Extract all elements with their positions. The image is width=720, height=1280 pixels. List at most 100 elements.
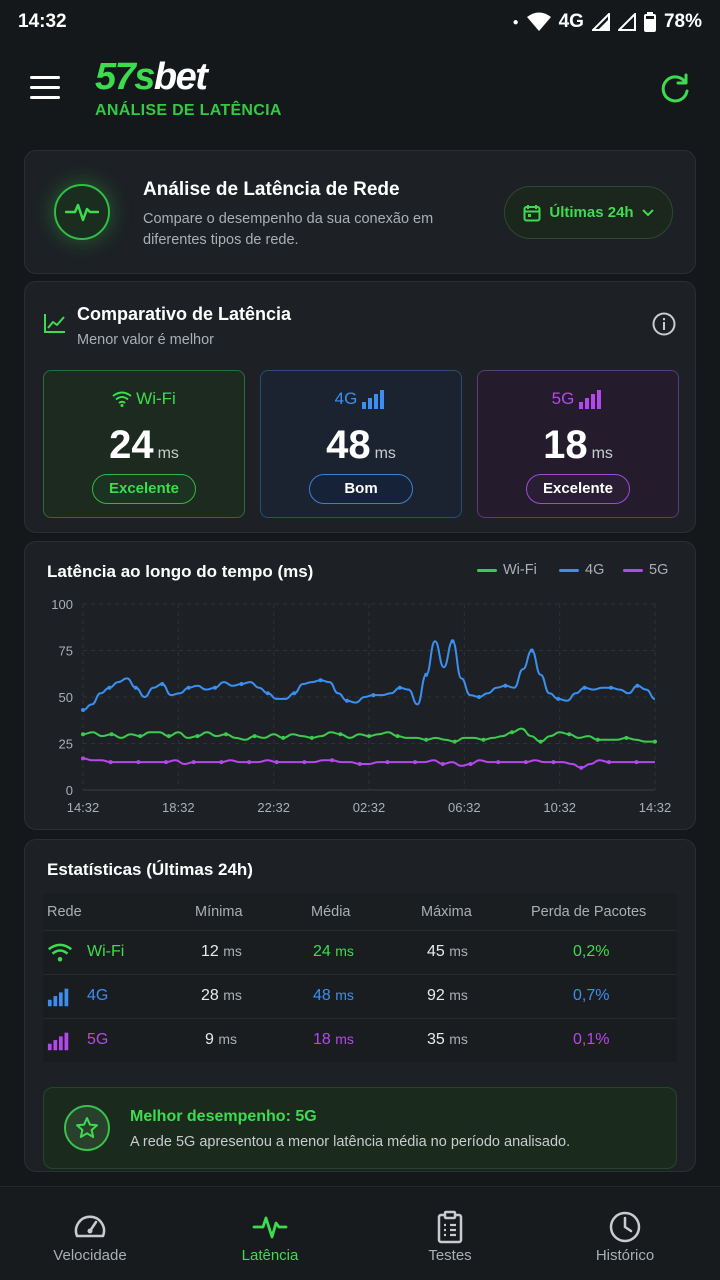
data-point: [523, 760, 528, 765]
data-point: [357, 762, 362, 766]
latency-value: 48: [326, 423, 371, 467]
data-point: [186, 685, 191, 690]
4g-latency-card[interactable]: 4G 48 ms Bom: [260, 370, 462, 518]
series-line-4g: [82, 640, 656, 711]
comparison-title: Comparativo de Latência: [77, 304, 292, 324]
5g-latency-card[interactable]: 5G 18 ms Excelente: [477, 370, 679, 518]
clipboard-icon: [437, 1210, 463, 1244]
nav-latencia[interactable]: Latência: [180, 1187, 360, 1280]
battery-icon: [643, 12, 656, 32]
pulse-icon: [252, 1216, 288, 1239]
best-description: A rede 5G apresentou a menor latência mé…: [130, 1134, 571, 1150]
loss-value: 0,2%: [573, 943, 610, 960]
menu-icon[interactable]: [30, 76, 62, 100]
data-point: [338, 732, 343, 737]
intro-description: Compare o desempenho da sua conexão em d…: [143, 211, 434, 248]
data-point: [503, 683, 508, 688]
table-row[interactable]: 4G 28 ms 48 ms 92 ms 0,7%: [43, 974, 677, 1018]
data-point: [224, 732, 228, 737]
data-point: [81, 756, 85, 761]
data-point: [529, 648, 534, 653]
battery-percent: 78%: [663, 11, 702, 32]
notification-dot-icon: ●: [512, 16, 519, 28]
nav-velocidade[interactable]: Velocidade: [0, 1187, 180, 1280]
data-point: [191, 760, 196, 765]
data-point: [424, 737, 429, 742]
data-point: [81, 732, 85, 737]
bottom-navigation: Velocidade Latência Testes Histórico: [0, 1186, 720, 1280]
legend-swatch: [559, 568, 579, 572]
nav-testes[interactable]: Testes: [360, 1187, 540, 1280]
data-point: [81, 708, 85, 712]
wifi-status-icon: [526, 12, 551, 31]
network-name: 5G: [87, 1031, 109, 1048]
intro-card: Análise de Latência de Rede Compare o de…: [24, 150, 696, 274]
page-subtitle: ANÁLISE DE LATÊNCIA: [95, 102, 282, 119]
info-icon[interactable]: [652, 312, 676, 336]
data-point: [606, 760, 611, 765]
data-point: [481, 737, 486, 742]
legend-wifi: Wi-Fi: [477, 562, 537, 578]
wifi-icon: [112, 391, 132, 407]
min-value: 12: [201, 943, 219, 960]
data-point: [634, 760, 639, 765]
series-line-5g: [82, 757, 655, 769]
legend-5g: 5G: [623, 562, 668, 578]
wifi-latency-card[interactable]: Wi-Fi 24 ms Excelente: [43, 370, 245, 518]
network-type-label: 4G: [558, 11, 584, 32]
y-tick-label: 100: [51, 597, 73, 612]
table-row[interactable]: 5G 9 ms 18 ms 35 ms 0,1%: [43, 1018, 677, 1062]
data-point: [107, 685, 112, 690]
data-point: [424, 672, 429, 677]
x-tick-label: 14:32: [67, 800, 100, 815]
data-point: [385, 760, 390, 765]
latency-value: 24: [109, 423, 154, 467]
header-avg: Média: [311, 904, 351, 920]
min-value: 9: [205, 1031, 214, 1048]
network-name: 4G: [334, 389, 358, 408]
data-point: [582, 685, 587, 690]
avg-value: 18: [313, 1031, 331, 1048]
comparison-subtitle: Menor valor é melhor: [77, 332, 214, 348]
status-badge: Bom: [309, 474, 413, 504]
latency-line-chart: 0 25 50 75 100 14:32 18:32 22:32 02:32 06:32 10:32…: [51, 597, 671, 815]
data-point: [395, 734, 400, 739]
line-chart-icon: [44, 314, 65, 333]
network-name: 4G: [87, 987, 109, 1004]
status-badge: Excelente: [92, 474, 196, 504]
data-point: [133, 685, 138, 690]
data-point: [195, 734, 200, 739]
data-point: [440, 762, 445, 766]
data-point: [624, 735, 629, 740]
data-point: [367, 734, 371, 739]
loss-value: 0,7%: [573, 987, 610, 1004]
data-point: [252, 734, 257, 739]
max-value: 45: [427, 943, 445, 960]
header-loss: Perda de Pacotes: [531, 904, 647, 920]
statistics-card: Estatísticas (Últimas 24h) Rede Mínima M…: [24, 839, 696, 1172]
data-point: [108, 760, 113, 765]
stats-table-header: Rede Mínima Média Máxima Perda de Pacote…: [43, 894, 677, 930]
signal-2-icon: [617, 13, 636, 31]
time-range-dropdown[interactable]: Últimas 24h: [504, 186, 673, 239]
refresh-icon[interactable]: [658, 72, 692, 106]
data-point: [556, 696, 561, 701]
loss-value: 0,1%: [573, 1031, 610, 1048]
x-tick-label: 22:32: [257, 800, 290, 815]
data-point: [635, 683, 640, 688]
table-row[interactable]: Wi-Fi 12 ms 24 ms 45 ms 0,2%: [43, 930, 677, 974]
data-point: [302, 760, 307, 765]
data-point: [579, 765, 584, 770]
data-point: [538, 739, 543, 744]
data-point: [477, 695, 481, 699]
x-tick-label: 10:32: [543, 800, 576, 815]
data-point: [551, 760, 556, 765]
y-tick-label: 25: [59, 737, 73, 752]
legend-swatch: [477, 568, 497, 572]
data-point: [219, 760, 224, 765]
data-point: [213, 685, 217, 690]
x-tick-label: 18:32: [162, 800, 195, 815]
data-point: [510, 730, 514, 735]
nav-historico[interactable]: Histórico: [535, 1187, 715, 1280]
header-max: Máxima: [421, 904, 472, 920]
